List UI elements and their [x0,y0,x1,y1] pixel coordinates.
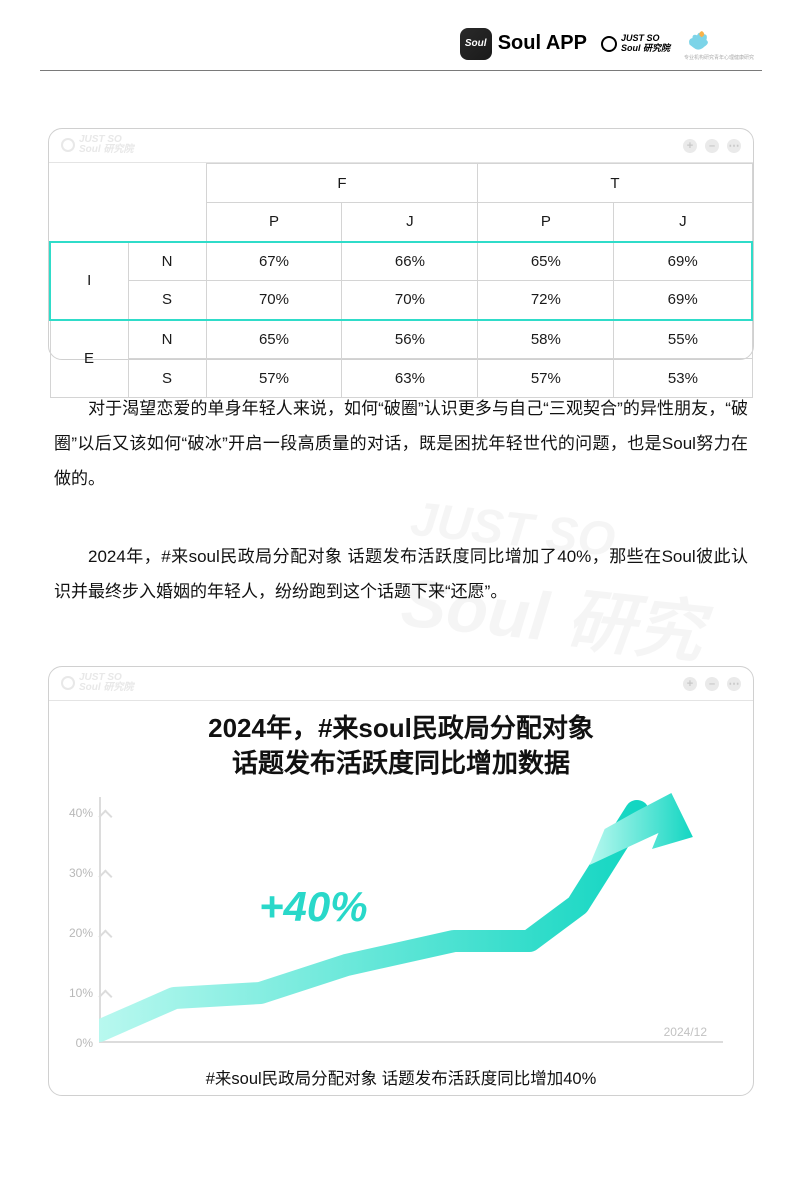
col-TJ: J [614,203,752,242]
page-header: Soul Soul APP JUST SO Soul 研究院 专业机构研究青年心… [460,26,754,61]
cell: 66% [342,242,478,281]
y-tick: 10% [59,986,93,1000]
row-group: E [50,320,128,398]
partner-badge: 专业机构研究青年心理健康研究 [684,26,754,61]
hand-heart-icon [684,26,712,54]
y-tick: 40% [59,806,93,820]
card-titlebar: JUST SOSoul 研究院 + – ⋯ [49,129,753,163]
table-row: EN65%56%58%55% [50,320,752,359]
row-ns: N [128,320,206,359]
cell: 56% [342,320,478,359]
y-tick: 0% [59,1036,93,1050]
minus-icon: – [705,677,719,691]
card-titlebar: JUST SOSoul 研究院 + – ⋯ [49,667,753,701]
more-icon: ⋯ [727,139,741,153]
row-ns: S [128,281,206,320]
col-TP: P [478,203,614,242]
minus-icon: – [705,139,719,153]
plus-icon: + [683,139,697,153]
ring-icon [61,676,75,690]
soul-app-text: Soul APP [498,32,587,55]
chart-title: 2024年，#来soul民政局分配对象 话题发布活跃度同比增加数据 [49,701,753,785]
mbti-table: F T P J P J IN67%66%65%69%S70%70%72%69%E… [49,163,753,398]
chart-date: 2024/12 [664,1025,707,1039]
ring-icon [601,36,617,52]
partner-sub: 专业机构研究青年心理健康研究 [684,54,754,61]
col-T: T [478,164,752,203]
paragraph-2: 2024年，#来soul民政局分配对象 话题发布活跃度同比增加了40%，那些在S… [54,540,748,610]
cell: 55% [614,320,752,359]
window-controls: + – ⋯ [683,677,741,691]
soul-app-badge: Soul Soul APP [460,28,587,60]
cell: 65% [206,320,342,359]
cell: 70% [342,281,478,320]
justso-line2: Soul 研究院 [621,44,670,54]
chart-caption: #来soul民政局分配对象 话题发布活跃度同比增加40% [49,1065,753,1089]
plus-icon: + [683,677,697,691]
window-controls: + – ⋯ [683,139,741,153]
card-watermark: JUST SOSoul 研究院 [61,135,133,155]
cell: 69% [614,281,752,320]
table-row: IN67%66%65%69% [50,242,752,281]
row-group: I [50,242,128,320]
y-tick: 20% [59,926,93,940]
col-F: F [206,164,478,203]
y-tick: 30% [59,866,93,880]
cell: 65% [478,242,614,281]
chart-plot-area: 40%30%20%10%0% +40% 2024/12 [99,793,723,1063]
col-FP: P [206,203,342,242]
growth-arrow [99,793,723,1063]
ring-icon [61,138,75,152]
header-rule [40,70,762,71]
chart-big-label: +40% [259,883,368,931]
cell: 67% [206,242,342,281]
chart-card: JUST SOSoul 研究院 + – ⋯ 2024年，#来soul民政局分配对… [48,666,754,1096]
col-FJ: J [342,203,478,242]
card-watermark: JUST SOSoul 研究院 [61,673,133,693]
table-row: S70%70%72%69% [50,281,752,320]
cell: 58% [478,320,614,359]
justso-badge: JUST SO Soul 研究院 [601,34,670,54]
mbti-table-card: JUST SOSoul 研究院 + – ⋯ F T P J P J IN67%6… [48,128,754,360]
row-ns: N [128,242,206,281]
cell: 70% [206,281,342,320]
paragraph-1: 对于渴望恋爱的单身年轻人来说，如何“破圈”认识更多与自己“三观契合”的异性朋友，… [54,392,748,497]
cell: 72% [478,281,614,320]
more-icon: ⋯ [727,677,741,691]
cell: 69% [614,242,752,281]
soul-app-icon: Soul [460,28,492,60]
